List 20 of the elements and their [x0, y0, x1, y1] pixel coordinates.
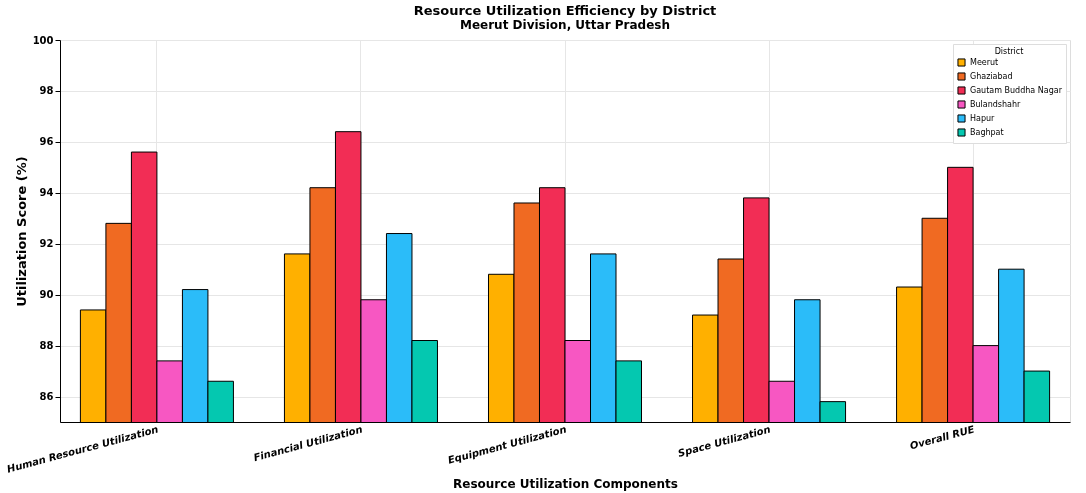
y-axis-title: Utilization Score (%) [13, 156, 29, 307]
legend-title: District [994, 47, 1024, 56]
y-tick-label: 86 [39, 391, 54, 403]
y-tick-label: 88 [39, 340, 54, 352]
y-tick-label: 90 [39, 289, 54, 301]
chart-title: Resource Utilization Efficiency by District [413, 3, 717, 18]
legend-label: Ghaziabad [970, 71, 1013, 81]
y-tick-label: 92 [39, 238, 54, 250]
chart-subtitle: Meerut Division, Uttar Pradesh [459, 18, 671, 32]
x-tick-label: Overall RUE [908, 423, 976, 452]
legend-label: Hapur [970, 113, 996, 123]
y-tick-label: 96 [39, 136, 54, 148]
legend-label: Baghpat [970, 127, 1004, 137]
legend-label: Meerut [970, 57, 999, 67]
y-tick-label: 100 [32, 34, 54, 46]
legend-label: Gautam Buddha Nagar [970, 85, 1063, 95]
y-tick-label: 94 [39, 187, 54, 199]
y-tick-label: 98 [39, 85, 54, 97]
x-axis-title: Resource Utilization Components [453, 476, 678, 491]
legend-label: Bulandshahr [970, 99, 1022, 109]
